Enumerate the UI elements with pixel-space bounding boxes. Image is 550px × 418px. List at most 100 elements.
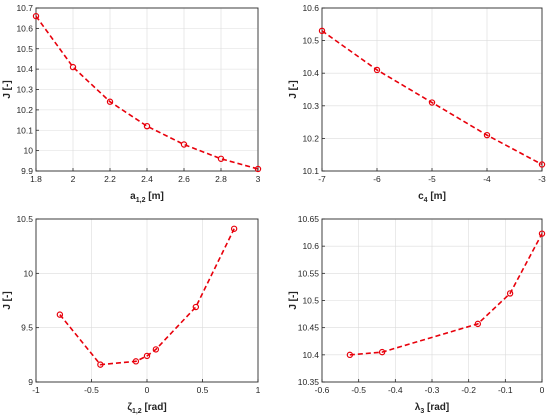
data-point	[143, 122, 151, 130]
x-axis-label-unit: [rad]	[424, 402, 449, 413]
y-tick-label: 10.3	[302, 101, 319, 111]
x-tick-label: -3	[538, 174, 546, 184]
data-point	[483, 131, 491, 139]
y-tick-label: 10.6	[16, 23, 33, 33]
data-point	[152, 346, 160, 353]
y-axis-label: J [-]	[2, 291, 13, 309]
y-tick-label: 10.1	[302, 166, 319, 176]
y-tick-label: 10.3	[16, 85, 33, 95]
x-tick-label: 1.8	[30, 174, 42, 184]
x-axis-label-subscript: 1,2	[136, 197, 146, 204]
x-tick-label: -0.1	[498, 385, 513, 395]
y-tick-label: 10.45	[298, 323, 320, 333]
x-axis-label-subscript: 3	[420, 408, 424, 415]
y-tick-label: 10.5	[302, 296, 319, 306]
data-point	[192, 303, 200, 311]
y-tick-label: 10.2	[16, 105, 33, 115]
subplot-lambda3: -0.6 -0.5 -0.4 -0.3 -0.2 -0.1 0 10.35 10.4 10.45 1…	[288, 214, 546, 415]
x-axis-label: ζ1,2 [rad]	[127, 402, 166, 415]
x-axis-label-unit: [m]	[145, 191, 163, 202]
series-line	[349, 233, 543, 356]
y-axis-label: J [-]	[288, 80, 299, 98]
y-tick-label: 10.35	[298, 377, 320, 387]
x-tick-label: 3	[256, 174, 261, 184]
data-point	[143, 352, 151, 360]
data-point	[254, 165, 262, 173]
y-tick-label: 10.6	[302, 241, 319, 251]
subplot-c4: -7 -6 -5 -4 -3 10.1 10.2 10.3 10.4 10.5 10.6 c4 [m]…	[288, 3, 546, 204]
data-point	[538, 230, 546, 237]
y-tick-label: 10.6	[302, 3, 319, 13]
x-axis-label: a1,2 [m]	[130, 191, 164, 204]
x-tick-label: -0.2	[461, 385, 476, 395]
data-point	[230, 225, 238, 232]
x-tick-label: -1	[32, 385, 40, 395]
data-point	[69, 63, 77, 71]
y-tick-label: 9	[28, 377, 33, 387]
data-point	[132, 358, 140, 365]
y-tick-label: 10.2	[302, 133, 319, 143]
x-tick-label: 2.6	[178, 174, 190, 184]
x-tick-label: -6	[373, 174, 381, 184]
y-tick-label: 10	[24, 268, 34, 278]
data-point	[506, 290, 514, 297]
x-tick-label: -0.4	[388, 385, 403, 395]
data-point	[106, 98, 114, 105]
data-point	[97, 361, 104, 368]
y-tick-label: 10.1	[16, 125, 33, 135]
y-tick-label: 10.55	[298, 268, 320, 278]
x-axis-label-unit: [m]	[428, 191, 446, 202]
x-axis-label-subscript: 1,2	[132, 408, 142, 415]
x-tick-label: -5	[428, 174, 436, 184]
data-point	[180, 141, 188, 148]
x-axis-label-subscript: 4	[424, 197, 428, 204]
x-tick-label: 2	[71, 174, 76, 184]
y-tick-label: 10.5	[16, 214, 33, 224]
y-tick-label: 9.5	[21, 323, 33, 333]
x-tick-label: 0.5	[197, 385, 209, 395]
y-tick-label: 10.5	[302, 36, 319, 46]
x-tick-label: 0	[145, 385, 150, 395]
y-axis-label: J [-]	[2, 80, 13, 98]
x-tick-label: -7	[318, 174, 326, 184]
x-axis-label-base: ζ	[127, 402, 132, 413]
data-point	[318, 27, 326, 35]
y-tick-label: 10.4	[302, 68, 319, 78]
data-point	[346, 351, 354, 359]
data-point	[474, 320, 482, 328]
x-axis-label-base: λ	[415, 402, 421, 413]
y-tick-label: 10.7	[16, 3, 33, 13]
x-axis-label-unit: [rad]	[142, 402, 167, 413]
x-axis-label: λ3 [rad]	[415, 402, 449, 415]
data-point	[538, 161, 546, 168]
x-axis-label-base: a	[130, 191, 136, 202]
y-tick-label: 10.65	[298, 214, 320, 224]
x-tick-label: 2.8	[215, 174, 227, 184]
x-axis-label: c4 [m]	[418, 191, 446, 204]
series-line	[321, 30, 543, 166]
data-point	[378, 348, 386, 356]
y-tick-label: 10	[24, 146, 34, 156]
subplot-zeta12: -1 -0.5 0 0.5 1 9 9.5 10 10.5 ζ1,2 [rad] J [-]	[2, 214, 261, 415]
x-tick-label: 2.4	[141, 174, 153, 184]
x-tick-label: -0.6	[315, 385, 330, 395]
data-point	[56, 311, 64, 318]
data-point	[217, 155, 225, 162]
series-line	[59, 228, 235, 366]
x-tick-label: -0.3	[425, 385, 440, 395]
y-tick-label: 10.4	[302, 350, 319, 360]
y-tick-label: 10.5	[16, 44, 33, 54]
subplot-a12: 1.8 2 2.2 2.4 2.6 2.8 3 9.9 10 10.1 10.2 10.3 10.4 10…	[2, 3, 262, 204]
x-tick-label: 0	[540, 385, 545, 395]
x-tick-label: -4	[483, 174, 491, 184]
x-tick-label: -0.5	[84, 385, 99, 395]
x-tick-label: 1	[256, 385, 261, 395]
y-tick-label: 9.9	[21, 166, 33, 176]
x-tick-label: 2.2	[104, 174, 116, 184]
y-axis-label: J [-]	[288, 291, 299, 309]
data-point	[428, 99, 436, 106]
x-axis-label-base: c	[418, 191, 424, 202]
x-tick-label: -0.5	[351, 385, 366, 395]
data-point	[32, 12, 40, 20]
